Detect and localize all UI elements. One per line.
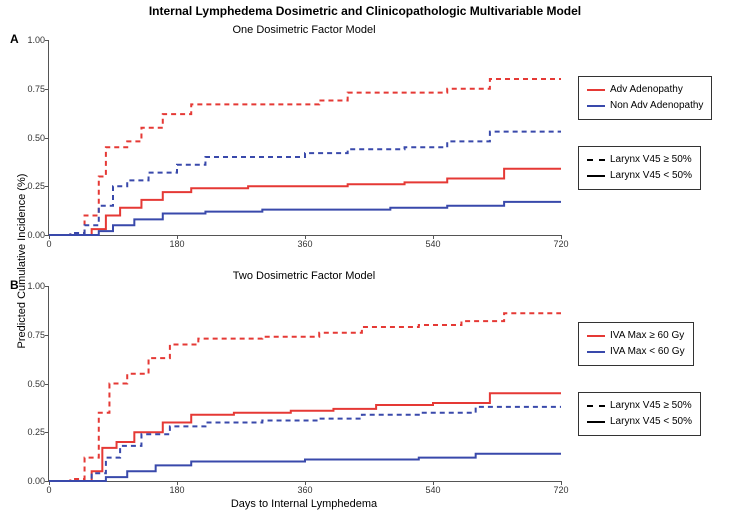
legend-color-B: IVA Max ≥ 60 GyIVA Max < 60 Gy: [578, 322, 694, 366]
legend-item: IVA Max < 60 Gy: [587, 344, 685, 360]
series-line: [49, 393, 561, 481]
plot-area-A: 0.000.250.500.751.000180360540720: [48, 40, 561, 236]
legend-swatch: [587, 159, 605, 161]
legend-text: Non Adv Adenopathy: [610, 98, 703, 114]
ytick-label: 0.75: [15, 330, 49, 340]
ytick-label: 0.75: [15, 84, 49, 94]
legend-text: Adv Adenopathy: [610, 82, 683, 98]
figure-container: { "title": "Internal Lymphedema Dosimetr…: [0, 0, 730, 520]
xtick-label: 720: [546, 481, 576, 495]
legend-text: Larynx V45 ≥ 50%: [610, 398, 692, 414]
xtick-label: 540: [418, 235, 448, 249]
panel-subtitle-A: One Dosimetric Factor Model: [48, 24, 560, 36]
series-line: [49, 454, 561, 481]
legend-swatch: [587, 105, 605, 107]
legend-item: Larynx V45 ≥ 50%: [587, 152, 692, 168]
xtick-label: 0: [34, 481, 64, 495]
legend-text: Larynx V45 < 50%: [610, 168, 692, 184]
ytick-label: 0.25: [15, 181, 49, 191]
series-line: [49, 313, 561, 481]
legend-swatch: [587, 335, 605, 337]
legend-item: Larynx V45 < 50%: [587, 168, 692, 184]
legend-text: IVA Max < 60 Gy: [610, 344, 685, 360]
xtick-label: 0: [34, 235, 64, 249]
xtick-label: 180: [162, 481, 192, 495]
legend-text: Larynx V45 < 50%: [610, 414, 692, 430]
ytick-label: 0.50: [15, 379, 49, 389]
legend-text: Larynx V45 ≥ 50%: [610, 152, 692, 168]
legend-swatch: [587, 351, 605, 353]
legend-style-A: Larynx V45 ≥ 50%Larynx V45 < 50%: [578, 146, 701, 190]
xtick-label: 360: [290, 481, 320, 495]
main-title: Internal Lymphedema Dosimetric and Clini…: [0, 4, 730, 18]
plot-area-B: 0.000.250.500.751.000180360540720: [48, 286, 561, 482]
xtick-label: 540: [418, 481, 448, 495]
legend-item: Adv Adenopathy: [587, 82, 703, 98]
legend-item: IVA Max ≥ 60 Gy: [587, 328, 685, 344]
ytick-label: 0.50: [15, 133, 49, 143]
legend-swatch: [587, 421, 605, 423]
panel-A: AOne Dosimetric Factor Model0.000.250.50…: [48, 26, 560, 221]
legend-text: IVA Max ≥ 60 Gy: [610, 328, 684, 344]
legend-style-B: Larynx V45 ≥ 50%Larynx V45 < 50%: [578, 392, 701, 436]
legend-item: Non Adv Adenopathy: [587, 98, 703, 114]
panel-B: BTwo Dosimetric Factor Model0.000.250.50…: [48, 272, 560, 467]
ytick-label: 1.00: [15, 281, 49, 291]
x-axis-label: Days to Internal Lymphedema: [48, 498, 560, 510]
ytick-label: 1.00: [15, 35, 49, 45]
legend-item: Larynx V45 ≥ 50%: [587, 398, 692, 414]
xtick-label: 360: [290, 235, 320, 249]
xtick-label: 720: [546, 235, 576, 249]
legend-item: Larynx V45 < 50%: [587, 414, 692, 430]
ytick-label: 0.25: [15, 427, 49, 437]
panel-subtitle-B: Two Dosimetric Factor Model: [48, 270, 560, 282]
legend-color-A: Adv AdenopathyNon Adv Adenopathy: [578, 76, 712, 120]
curves-B: [49, 286, 561, 481]
legend-swatch: [587, 405, 605, 407]
series-line: [49, 407, 561, 481]
legend-swatch: [587, 89, 605, 91]
curves-A: [49, 40, 561, 235]
legend-swatch: [587, 175, 605, 177]
xtick-label: 180: [162, 235, 192, 249]
